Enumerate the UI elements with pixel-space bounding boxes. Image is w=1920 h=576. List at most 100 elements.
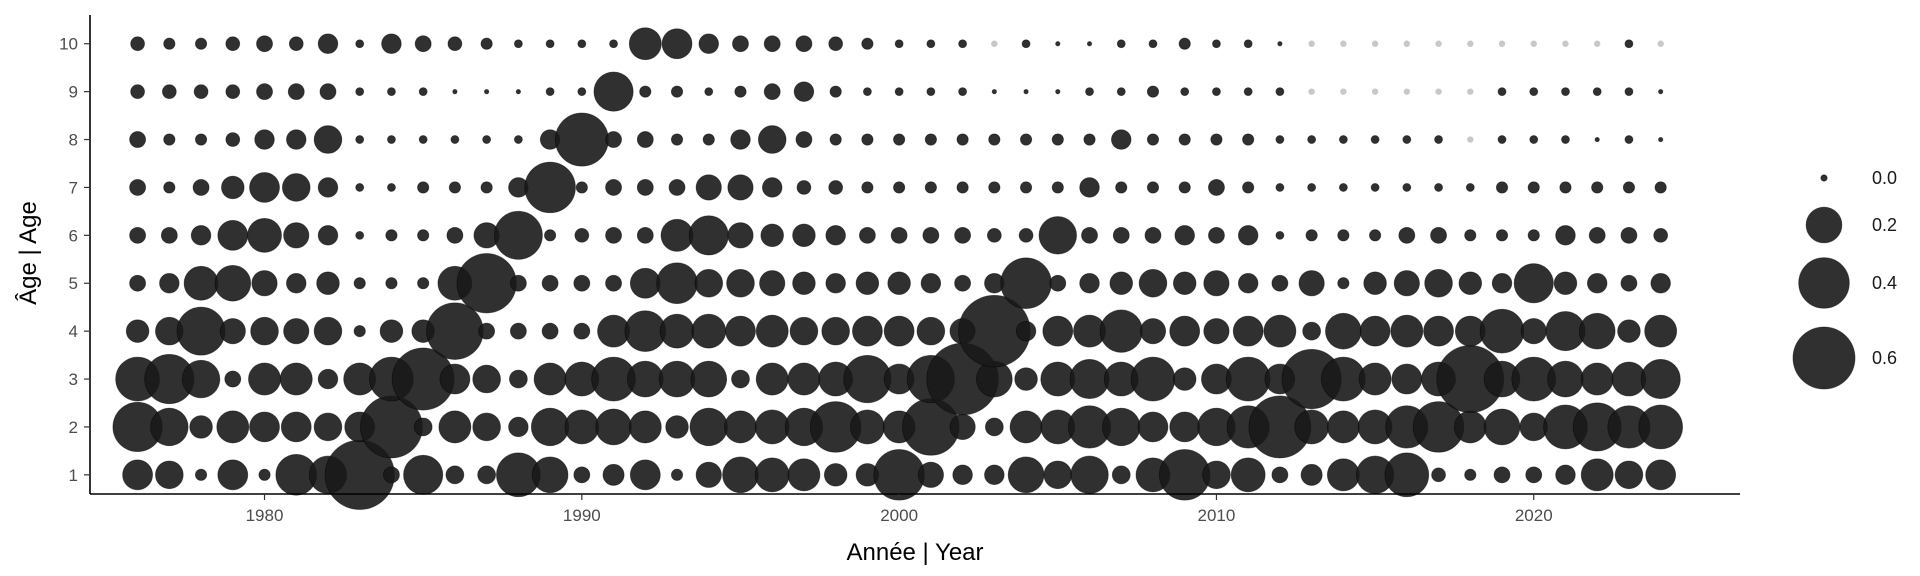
data-point xyxy=(702,133,715,146)
y-tick-label: 9 xyxy=(69,83,78,102)
data-point xyxy=(1640,359,1681,400)
data-point xyxy=(1464,468,1477,481)
data-point xyxy=(1561,135,1570,144)
data-point xyxy=(317,177,339,198)
data-point xyxy=(987,228,1002,243)
data-point xyxy=(1018,228,1034,243)
data-point xyxy=(313,125,343,154)
data-point xyxy=(129,274,147,292)
data-point xyxy=(515,89,521,95)
data-point xyxy=(478,322,496,340)
data-point xyxy=(924,181,937,194)
data-point xyxy=(1055,41,1061,47)
data-point xyxy=(353,325,366,338)
data-point xyxy=(861,133,874,146)
data-point xyxy=(450,135,460,144)
data-point xyxy=(513,135,523,144)
data-point xyxy=(1049,274,1067,292)
data-point xyxy=(480,37,493,50)
data-point xyxy=(1099,309,1143,353)
data-point xyxy=(593,71,634,112)
data-point xyxy=(724,410,757,444)
data-point xyxy=(1467,136,1474,143)
data-point xyxy=(1495,229,1509,242)
x-tick-label: 2010 xyxy=(1198,506,1236,525)
data-point xyxy=(828,36,843,52)
data-point xyxy=(531,456,569,494)
data-point xyxy=(1614,460,1644,490)
data-point xyxy=(861,181,874,194)
data-point xyxy=(1083,133,1096,146)
data-point xyxy=(916,316,946,346)
data-point xyxy=(850,409,885,445)
data-point xyxy=(1617,319,1641,343)
data-point xyxy=(1547,360,1584,398)
data-point xyxy=(1243,87,1253,97)
data-point xyxy=(1338,183,1348,192)
data-point xyxy=(991,89,997,95)
data-point xyxy=(1467,88,1474,95)
data-point xyxy=(1645,459,1677,491)
data-point xyxy=(533,362,567,396)
data-point xyxy=(317,225,339,246)
data-point xyxy=(1243,39,1253,49)
data-point xyxy=(922,226,940,244)
data-point xyxy=(381,33,402,54)
data-point xyxy=(636,226,654,244)
data-point xyxy=(636,179,654,196)
data-point xyxy=(1580,458,1614,492)
data-point xyxy=(825,273,846,294)
data-point xyxy=(1308,88,1315,95)
data-point xyxy=(1178,37,1191,50)
data-point xyxy=(130,84,145,99)
data-point xyxy=(162,84,177,99)
legend-label: 0.4 xyxy=(1872,273,1897,293)
data-point xyxy=(1371,88,1379,95)
data-point xyxy=(956,133,969,146)
data-point xyxy=(250,316,279,346)
data-point xyxy=(926,87,936,97)
data-point xyxy=(183,265,219,301)
data-point xyxy=(541,322,559,340)
data-point xyxy=(554,112,609,167)
data-point xyxy=(755,314,789,348)
data-point xyxy=(1208,179,1225,196)
data-point xyxy=(221,175,245,200)
data-point xyxy=(493,210,543,260)
data-point xyxy=(1210,133,1223,146)
data-point xyxy=(1403,40,1411,47)
data-point xyxy=(1620,274,1638,292)
data-point xyxy=(1587,273,1608,294)
data-point xyxy=(730,129,751,150)
data-point xyxy=(763,35,781,53)
y-axis-ticks: 1 2 3 4 5 6 7 8 9 10 xyxy=(59,35,90,485)
data-point xyxy=(863,87,872,97)
data-point xyxy=(1370,183,1380,192)
data-point xyxy=(894,39,904,49)
data-point xyxy=(1237,225,1259,246)
data-point xyxy=(1139,318,1167,345)
data-point xyxy=(1624,87,1634,97)
data-point xyxy=(1493,466,1511,484)
data-point xyxy=(731,369,750,389)
data-point xyxy=(225,36,241,52)
x-tick-label: 2020 xyxy=(1515,506,1553,525)
data-point xyxy=(1172,367,1197,391)
data-point xyxy=(1559,181,1572,194)
data-point xyxy=(1497,135,1507,144)
data-point xyxy=(1340,40,1347,47)
data-point xyxy=(163,133,176,146)
data-point xyxy=(629,459,661,491)
data-point xyxy=(1112,226,1130,244)
data-point xyxy=(639,85,652,98)
data-point xyxy=(787,458,821,492)
data-point xyxy=(695,174,722,201)
data-point xyxy=(383,466,400,484)
data-point xyxy=(387,135,396,144)
data-point xyxy=(917,461,944,488)
data-point xyxy=(1275,230,1285,240)
data-point xyxy=(704,87,714,97)
data-point xyxy=(1079,273,1100,294)
data-point xyxy=(661,28,693,60)
